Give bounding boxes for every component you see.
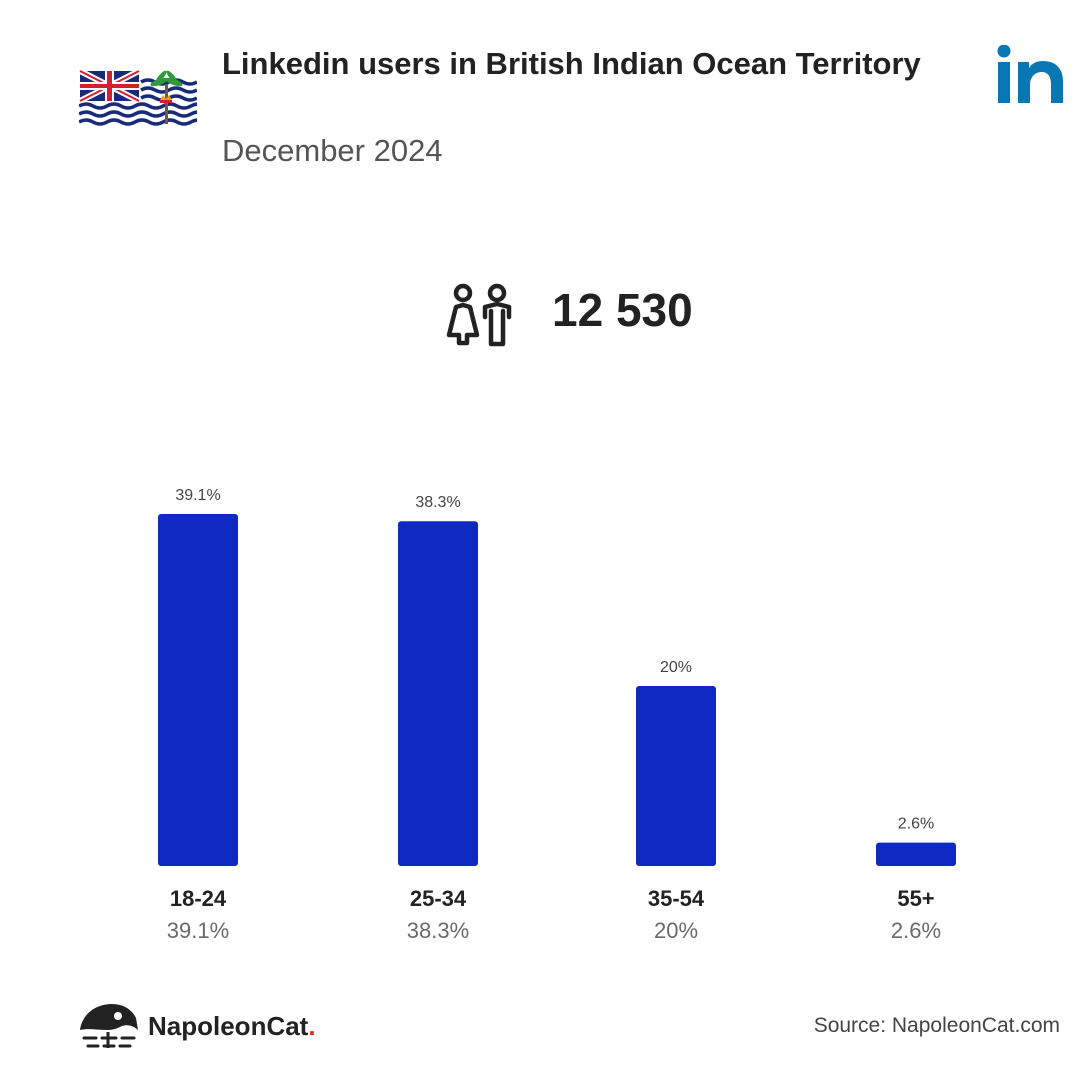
total-users-value: 12 530 bbox=[552, 284, 693, 336]
users-icon bbox=[446, 283, 512, 347]
category-percent-label: 2.6% bbox=[891, 918, 941, 943]
brand-name: NapoleonCat. bbox=[148, 1010, 316, 1042]
category-label: 18-24 bbox=[170, 886, 227, 911]
napoleoncat-icon bbox=[80, 1004, 138, 1048]
linkedin-icon bbox=[997, 45, 1063, 103]
bar-value-label: 39.1% bbox=[175, 487, 220, 504]
bar-35-54 bbox=[636, 685, 716, 866]
bar-25-34 bbox=[398, 521, 478, 866]
source-text: Source: NapoleonCat.com bbox=[813, 1014, 1060, 1037]
category-percent-label: 20% bbox=[654, 918, 698, 943]
category-label: 35-54 bbox=[648, 886, 705, 911]
chart-subtitle: December 2024 bbox=[222, 133, 443, 168]
brand-dot: . bbox=[308, 1011, 316, 1041]
chart-title: Linkedin users in British Indian Ocean T… bbox=[222, 46, 921, 81]
british-indian-ocean-territory-flag-icon bbox=[79, 70, 197, 129]
brand-name-text: NapoleonCat bbox=[148, 1011, 309, 1041]
bar-value-label: 38.3% bbox=[415, 494, 460, 511]
category-label: 25-34 bbox=[410, 886, 467, 911]
bar-55+ bbox=[876, 842, 956, 866]
bar-value-label: 2.6% bbox=[898, 816, 934, 833]
bar-value-label: 20% bbox=[660, 659, 692, 676]
category-percent-label: 39.1% bbox=[167, 918, 229, 943]
category-percent-label: 38.3% bbox=[407, 918, 469, 943]
bar-18-24 bbox=[158, 514, 238, 866]
category-label: 55+ bbox=[897, 886, 934, 911]
